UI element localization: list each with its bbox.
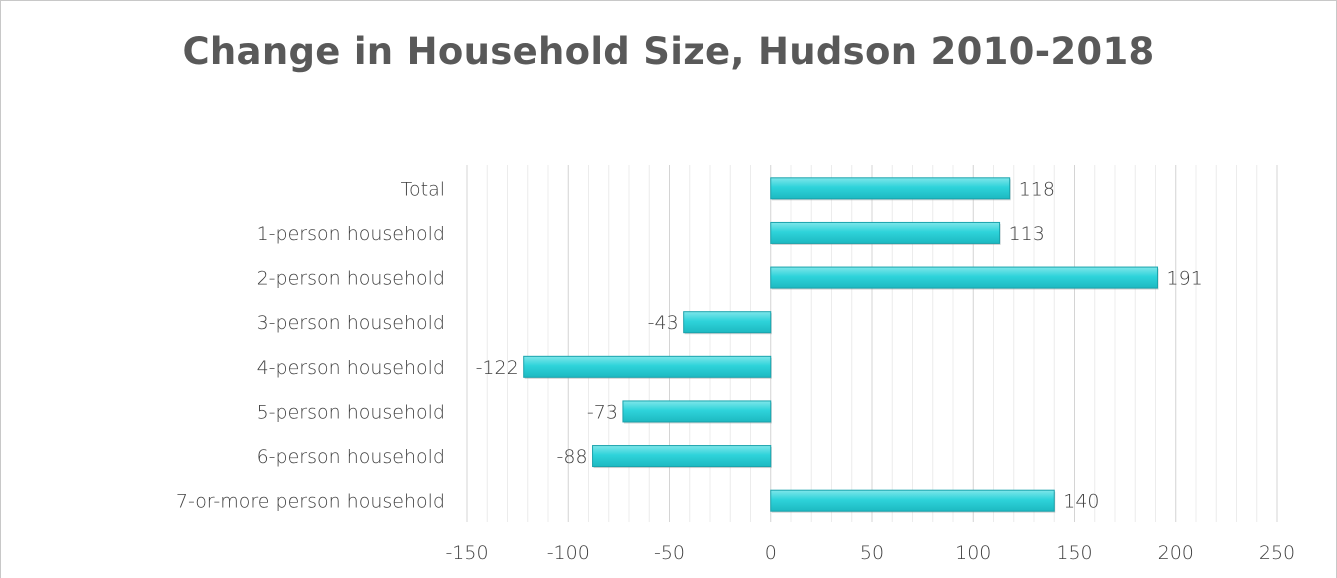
grid-lines <box>466 165 1278 522</box>
data-label: 140 <box>1063 491 1099 513</box>
category-label: 5-person household <box>257 401 445 423</box>
category-label: 1-person household <box>257 223 445 245</box>
bar <box>523 355 772 378</box>
category-label: 7-or-more person household <box>176 491 445 513</box>
data-label: -88 <box>557 446 588 468</box>
labels: -150 -100 -50 0 50 100 150 200 250 Total 118 1-pers… <box>176 178 1295 564</box>
data-label: 191 <box>1167 268 1203 290</box>
x-tick-label: -100 <box>547 542 590 564</box>
bar <box>683 311 772 334</box>
x-tick-label: 150 <box>1056 542 1092 564</box>
category-label: 6-person household <box>257 446 445 468</box>
x-tick-label: 100 <box>955 542 991 564</box>
bar <box>770 266 1159 289</box>
x-tick-label: 200 <box>1158 542 1194 564</box>
bar <box>770 221 1001 244</box>
data-label: 113 <box>1009 223 1045 245</box>
x-tick-label: -150 <box>445 542 488 564</box>
data-label: -73 <box>587 401 618 423</box>
category-label: Total <box>401 178 445 200</box>
x-tick-label: -50 <box>654 542 685 564</box>
data-label: 118 <box>1019 178 1055 200</box>
category-label: 2-person household <box>257 268 445 290</box>
bar <box>770 489 1055 512</box>
category-label: 4-person household <box>257 357 445 379</box>
data-label: -43 <box>648 312 679 334</box>
bar <box>592 445 772 468</box>
chart-title: Change in Household Size, Hudson 2010-20… <box>182 30 1155 73</box>
category-label: 3-person household <box>257 312 445 334</box>
x-tick-label: 0 <box>765 542 777 564</box>
x-tick-label: 50 <box>860 542 884 564</box>
bar <box>770 177 1011 200</box>
data-label: -122 <box>476 357 519 379</box>
x-tick-label: 250 <box>1259 542 1295 564</box>
bars <box>523 177 1159 513</box>
bar <box>622 400 772 423</box>
